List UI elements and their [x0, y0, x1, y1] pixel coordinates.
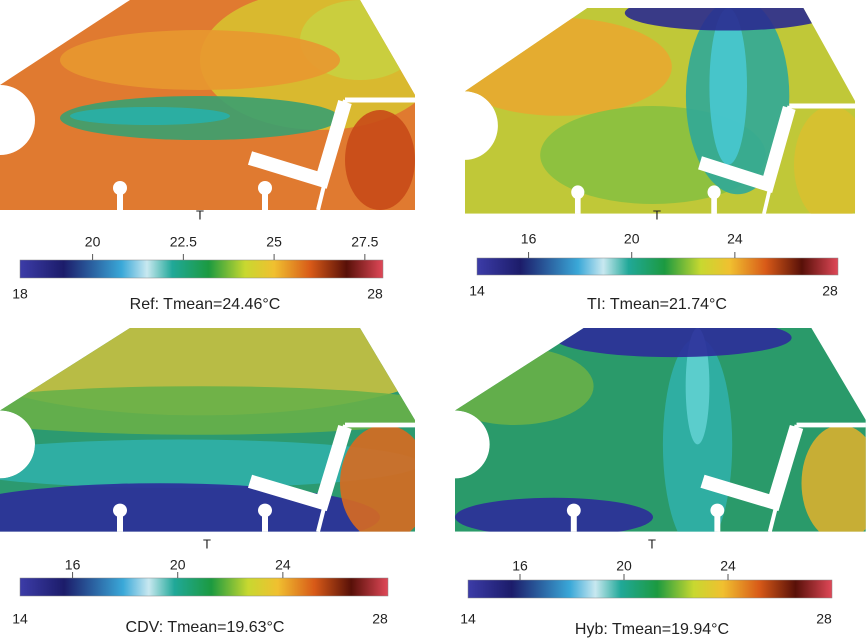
contour-plot	[0, 280, 460, 552]
sensor	[710, 504, 724, 518]
caption: TI: Tmean=21.74°C	[587, 296, 727, 313]
colorbar	[20, 578, 388, 596]
colorbar-tick-label: 20	[170, 557, 186, 573]
field-region	[709, 8, 747, 165]
contour-plot	[0, 0, 440, 210]
field	[0, 280, 460, 552]
field-region	[794, 106, 868, 224]
colorbar-tick-label: 24	[727, 231, 743, 247]
colorbar-max: 28	[367, 286, 383, 302]
sensor	[113, 504, 127, 518]
sensor	[258, 181, 272, 195]
colorbar-tick-label: 22.5	[170, 234, 197, 250]
field-region	[446, 18, 672, 116]
field	[446, 0, 868, 224]
colorbar-tick-label: 16	[521, 231, 537, 247]
colorbar-min: 14	[469, 283, 485, 299]
field-region	[435, 347, 593, 425]
field-region	[455, 498, 653, 537]
figure: T 20 22.5 25 27.5 18 28 Ref: Tmean=24.46°C T 16 20…	[0, 0, 868, 640]
colorbar-tick-label: 24	[275, 557, 291, 573]
variable-label: T	[203, 536, 211, 551]
field-region	[554, 318, 792, 357]
sensor	[258, 504, 272, 518]
field-region	[70, 107, 230, 125]
sensor	[113, 181, 127, 195]
variable-label: T	[196, 207, 204, 222]
colorbar-min: 14	[12, 611, 28, 627]
caption: CDV: Tmean=19.63°C	[126, 619, 285, 636]
contour-plot	[446, 0, 868, 224]
variable-label: T	[648, 536, 656, 551]
field-region	[340, 425, 430, 541]
colorbar-tick-label: 25	[266, 234, 282, 250]
field	[435, 318, 868, 551]
variable-label: T	[653, 207, 661, 222]
colorbar-tick-label: 24	[720, 558, 736, 574]
colorbar-max: 28	[372, 611, 388, 627]
colorbar-min: 14	[460, 611, 476, 627]
colorbar-tick-label: 27.5	[351, 234, 378, 250]
colorbar	[20, 260, 383, 278]
colorbar-tick-label: 20	[616, 558, 632, 574]
field	[0, 0, 440, 210]
field-region	[345, 110, 415, 210]
sensor	[708, 185, 721, 199]
colorbar-tick-label: 16	[65, 557, 81, 573]
colorbar	[477, 258, 838, 275]
colorbar-max: 28	[822, 283, 838, 299]
sensor	[567, 504, 581, 518]
colorbar	[468, 580, 832, 598]
caption: Hyb: Tmean=19.94°C	[575, 621, 729, 638]
colorbar-max: 28	[816, 611, 832, 627]
field-region	[60, 30, 340, 90]
sensor	[571, 185, 584, 199]
colorbar-tick-label: 20	[85, 234, 101, 250]
colorbar-tick-label: 16	[512, 558, 528, 574]
colorbar-min: 18	[12, 286, 28, 302]
colorbar-tick-label: 20	[624, 231, 640, 247]
contour-plot	[435, 318, 868, 551]
caption: Ref: Tmean=24.46°C	[130, 296, 281, 313]
